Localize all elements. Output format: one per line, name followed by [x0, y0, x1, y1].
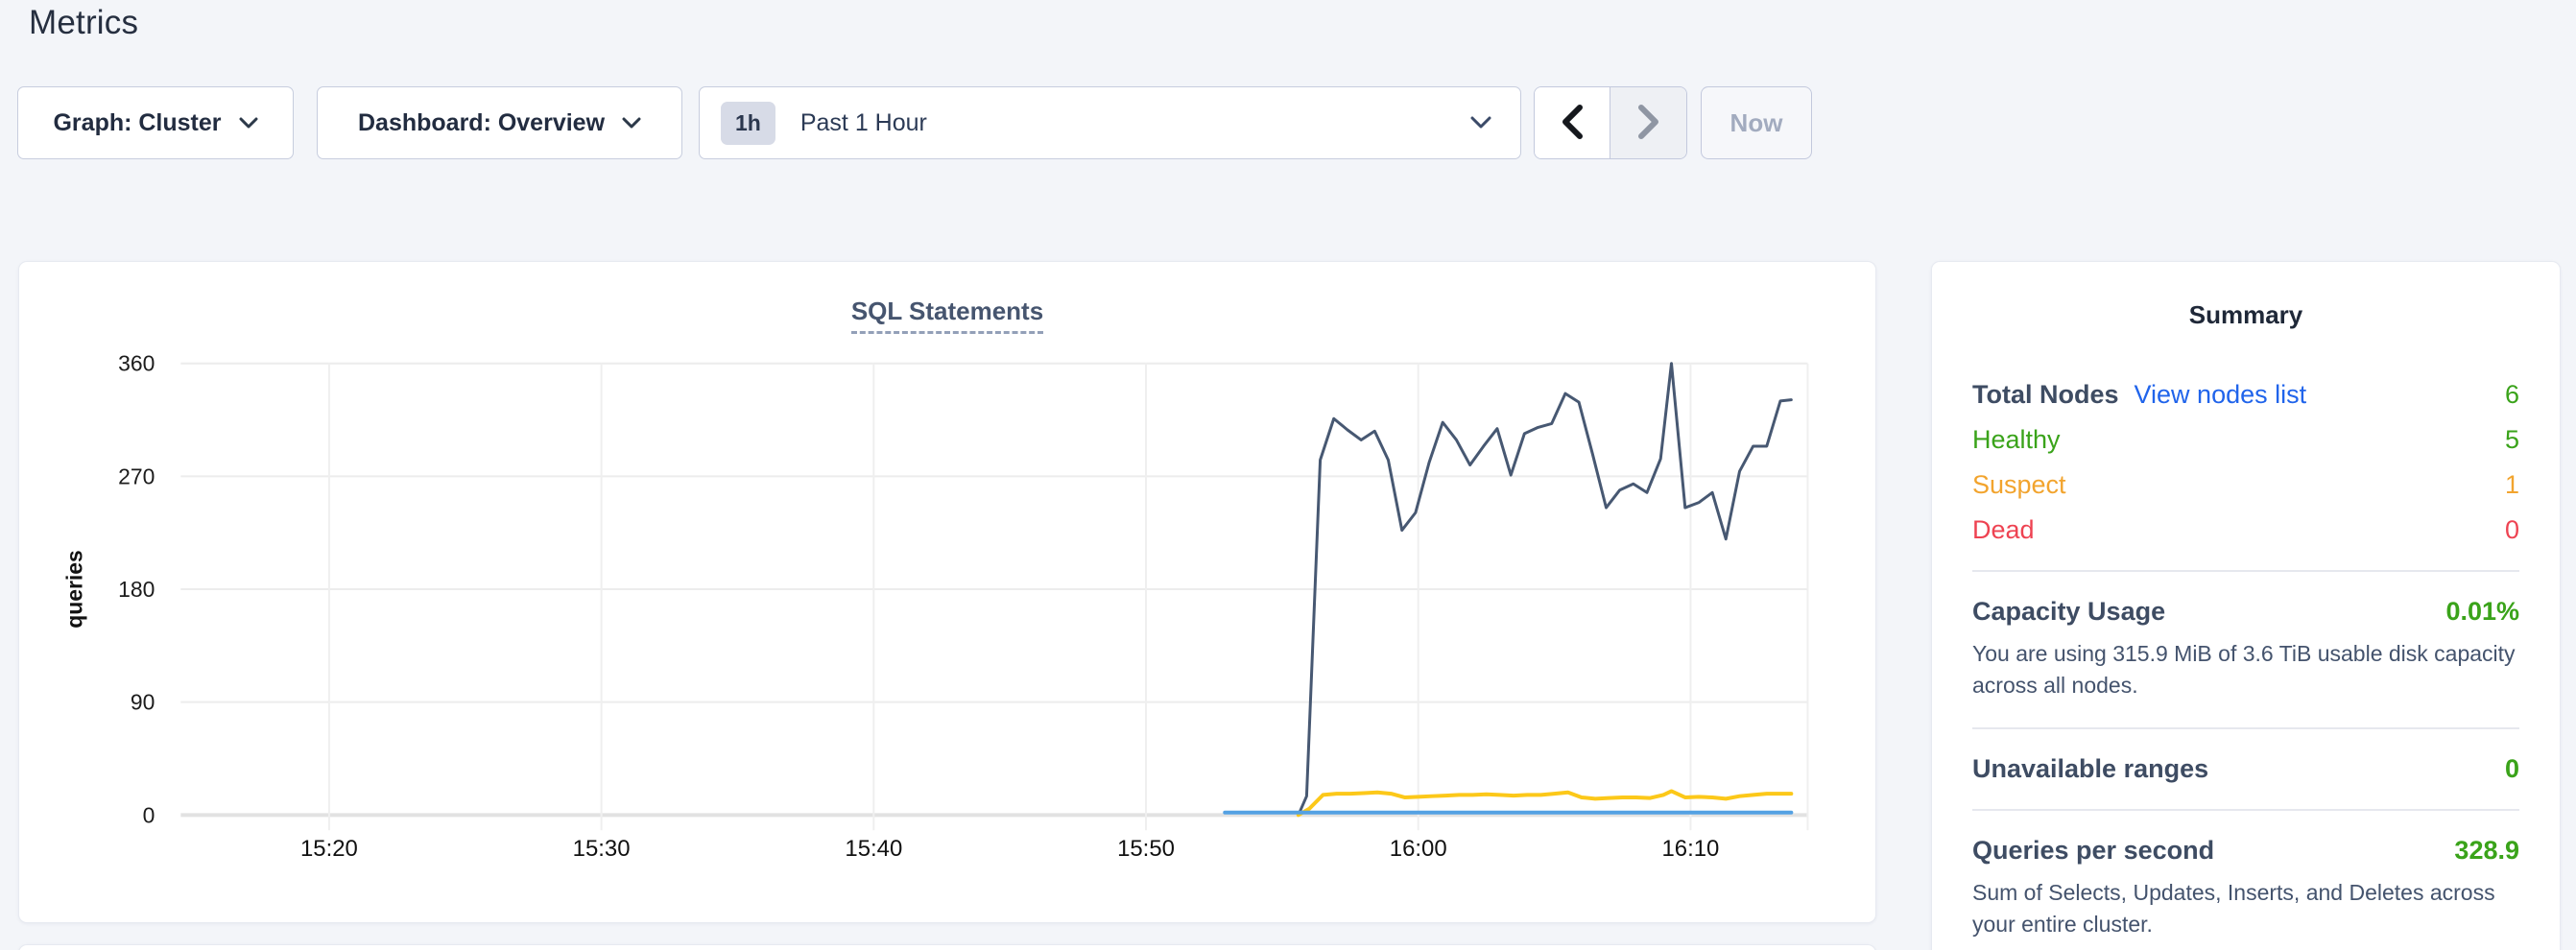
dead-label: Dead — [1972, 515, 2035, 544]
svg-text:0: 0 — [143, 802, 155, 827]
healthy-value: 5 — [2504, 425, 2519, 454]
dashboard-dropdown-label: Dashboard: Overview — [357, 108, 606, 136]
dead-nodes-row: Dead 0 — [1972, 515, 2519, 545]
divider — [1972, 570, 2519, 572]
healthy-label: Healthy — [1972, 425, 2061, 454]
queries-per-second-description: Sum of Selects, Updates, Inserts, and De… — [1972, 879, 2495, 938]
total-nodes-row: Total Nodes View nodes list 6 — [1972, 380, 2519, 410]
divider — [1972, 726, 2519, 729]
suspect-nodes-row: Suspect 1 — [1972, 470, 2519, 500]
chevron-left-icon — [1561, 104, 1584, 142]
time-range-label: Past 1 Hour — [799, 108, 927, 136]
capacity-usage-value: 0.01% — [2445, 597, 2519, 626]
graph-dropdown-label: Graph: Cluster — [53, 108, 222, 136]
svg-text:15:20: 15:20 — [300, 836, 358, 862]
svg-text:270: 270 — [118, 463, 155, 488]
previous-time-window-button[interactable] — [1535, 87, 1610, 158]
chevron-down-icon — [1470, 116, 1491, 130]
chevron-right-icon — [1637, 104, 1660, 142]
graph-dropdown[interactable]: Graph: Cluster — [17, 86, 294, 159]
suspect-value: 1 — [2504, 470, 2519, 499]
page-title: Metrics — [29, 4, 139, 41]
queries-per-second-label: Queries per second — [1972, 835, 2215, 865]
chart-title[interactable]: SQL Statements — [850, 297, 1044, 334]
next-time-window-button[interactable] — [1610, 87, 1686, 158]
capacity-usage-label: Capacity Usage — [1972, 597, 2166, 626]
suspect-label: Suspect — [1972, 470, 2066, 499]
svg-text:180: 180 — [118, 577, 155, 602]
sql-statements-chart-card: SQL Statements 0 90 180 270 360 15:20 15:30 15:… — [18, 261, 1876, 923]
unavailable-ranges-value: 0 — [2504, 753, 2519, 783]
time-range-badge: 1h — [721, 101, 775, 145]
time-range-selector[interactable]: 1h Past 1 Hour — [699, 86, 1521, 159]
summary-title: Summary — [2188, 300, 2303, 329]
unavailable-ranges-row: Unavailable ranges 0 — [1972, 754, 2519, 784]
divider — [1972, 808, 2519, 811]
svg-text:15:50: 15:50 — [1117, 836, 1175, 862]
capacity-usage-description: You are using 315.9 MiB of 3.6 TiB usabl… — [1972, 641, 2516, 699]
queries-per-second-value: 328.9 — [2454, 835, 2519, 865]
svg-text:queries: queries — [62, 550, 87, 629]
dead-value: 0 — [2504, 515, 2519, 544]
next-chart-card — [18, 944, 1876, 950]
capacity-usage-row: Capacity Usage 0.01% — [1972, 597, 2519, 627]
total-nodes-value: 6 — [2504, 380, 2519, 409]
sql-statements-chart: 0 90 180 270 360 15:20 15:30 15:40 15:50 16:00 16:… — [62, 351, 1809, 862]
chevron-down-icon — [239, 117, 258, 130]
total-nodes-label: Total Nodes — [1972, 380, 2119, 409]
healthy-nodes-row: Healthy 5 — [1972, 425, 2519, 455]
unavailable-ranges-label: Unavailable ranges — [1972, 753, 2209, 783]
dashboard-dropdown[interactable]: Dashboard: Overview — [317, 86, 682, 159]
now-button[interactable]: Now — [1701, 86, 1812, 159]
view-nodes-list-link[interactable]: View nodes list — [2134, 380, 2307, 409]
time-window-pager — [1534, 86, 1687, 159]
svg-text:15:30: 15:30 — [573, 836, 631, 862]
chevron-down-icon — [622, 117, 641, 130]
queries-per-second-row: Queries per second 328.9 — [1972, 836, 2519, 866]
svg-text:15:40: 15:40 — [845, 836, 902, 862]
svg-text:16:10: 16:10 — [1661, 836, 1719, 862]
summary-panel: Summary Total Nodes View nodes list 6 He… — [1931, 261, 2561, 950]
svg-text:16:00: 16:00 — [1390, 836, 1447, 862]
svg-text:360: 360 — [118, 351, 155, 376]
svg-text:90: 90 — [131, 690, 155, 715]
